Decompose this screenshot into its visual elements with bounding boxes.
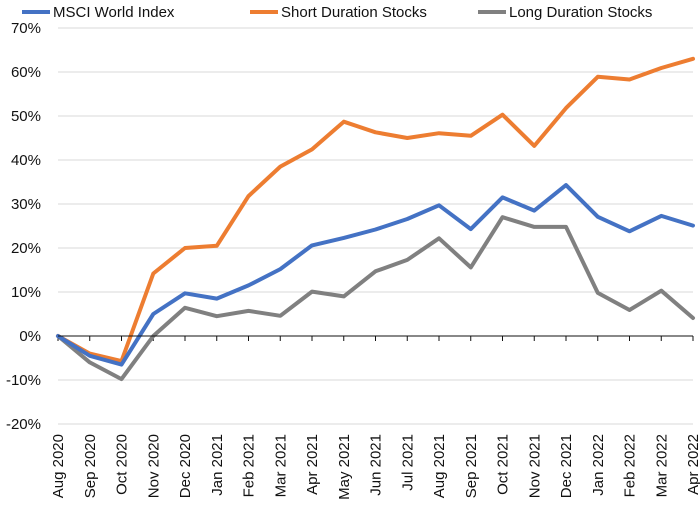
x-tick-label: Mar 2022 xyxy=(653,434,670,497)
y-tick-label: 30% xyxy=(11,196,41,213)
x-tick-label: Jun 2021 xyxy=(368,434,385,496)
y-tick-label: 50% xyxy=(11,108,41,125)
x-tick-label: Feb 2021 xyxy=(241,434,258,497)
y-tick-label: 40% xyxy=(11,152,41,169)
x-tick-label: Nov 2021 xyxy=(526,434,543,498)
x-tick-label: Jan 2022 xyxy=(590,434,607,496)
y-tick-label: -10% xyxy=(6,372,41,389)
x-tick-label: Oct 2020 xyxy=(114,434,131,495)
legend-label: MSCI World Index xyxy=(53,4,175,21)
y-tick-label: 70% xyxy=(11,20,41,37)
x-tick-label: Jan 2021 xyxy=(209,434,226,496)
legend-item: Long Duration Stocks xyxy=(478,4,652,21)
x-tick-label: Feb 2022 xyxy=(622,434,639,497)
x-axis-tick-labels: Aug 2020 Sep 2020 Oct 2020 Nov 2020 Dec 2020… xyxy=(50,336,700,500)
x-tick-label: Apr 2022 xyxy=(685,434,700,495)
series-line-short-duration-stocks xyxy=(56,56,695,364)
x-tick-label: Nov 2020 xyxy=(145,434,162,498)
gridlines xyxy=(58,27,693,425)
series-lines xyxy=(56,56,695,382)
legend-label: Short Duration Stocks xyxy=(281,4,427,21)
y-axis-tick-labels: -20% -10% 0% 10% 20% 30% 40% 50% 60% 70% xyxy=(6,20,41,433)
x-tick-label: Sep 2021 xyxy=(463,434,480,498)
legend: MSCI World Index Short Duration Stocks Lon… xyxy=(22,4,652,21)
y-tick-label: 20% xyxy=(11,240,41,257)
x-tick-label: Oct 2021 xyxy=(495,434,512,495)
y-tick-label: 10% xyxy=(11,284,41,301)
legend-label: Long Duration Stocks xyxy=(509,4,652,21)
x-tick-label: Jul 2021 xyxy=(399,434,416,491)
x-tick-label: Apr 2021 xyxy=(304,434,321,495)
x-tick-label: Aug 2021 xyxy=(431,434,448,498)
y-tick-label: -20% xyxy=(6,416,41,433)
x-tick-label: Sep 2020 xyxy=(82,434,99,498)
legend-item: MSCI World Index xyxy=(22,4,175,21)
x-tick-label: Dec 2020 xyxy=(177,434,194,498)
x-tick-label: May 2021 xyxy=(336,434,353,500)
legend-item: Short Duration Stocks xyxy=(250,4,427,21)
y-tick-label: 60% xyxy=(11,64,41,81)
x-tick-label: Aug 2020 xyxy=(50,434,67,498)
series-line-msci-world-index xyxy=(56,183,695,367)
series-line-long-duration-stocks xyxy=(56,215,695,382)
y-tick-label: 0% xyxy=(19,328,41,345)
x-tick-label: Dec 2021 xyxy=(558,434,575,498)
x-tick-label: Mar 2021 xyxy=(272,434,289,497)
